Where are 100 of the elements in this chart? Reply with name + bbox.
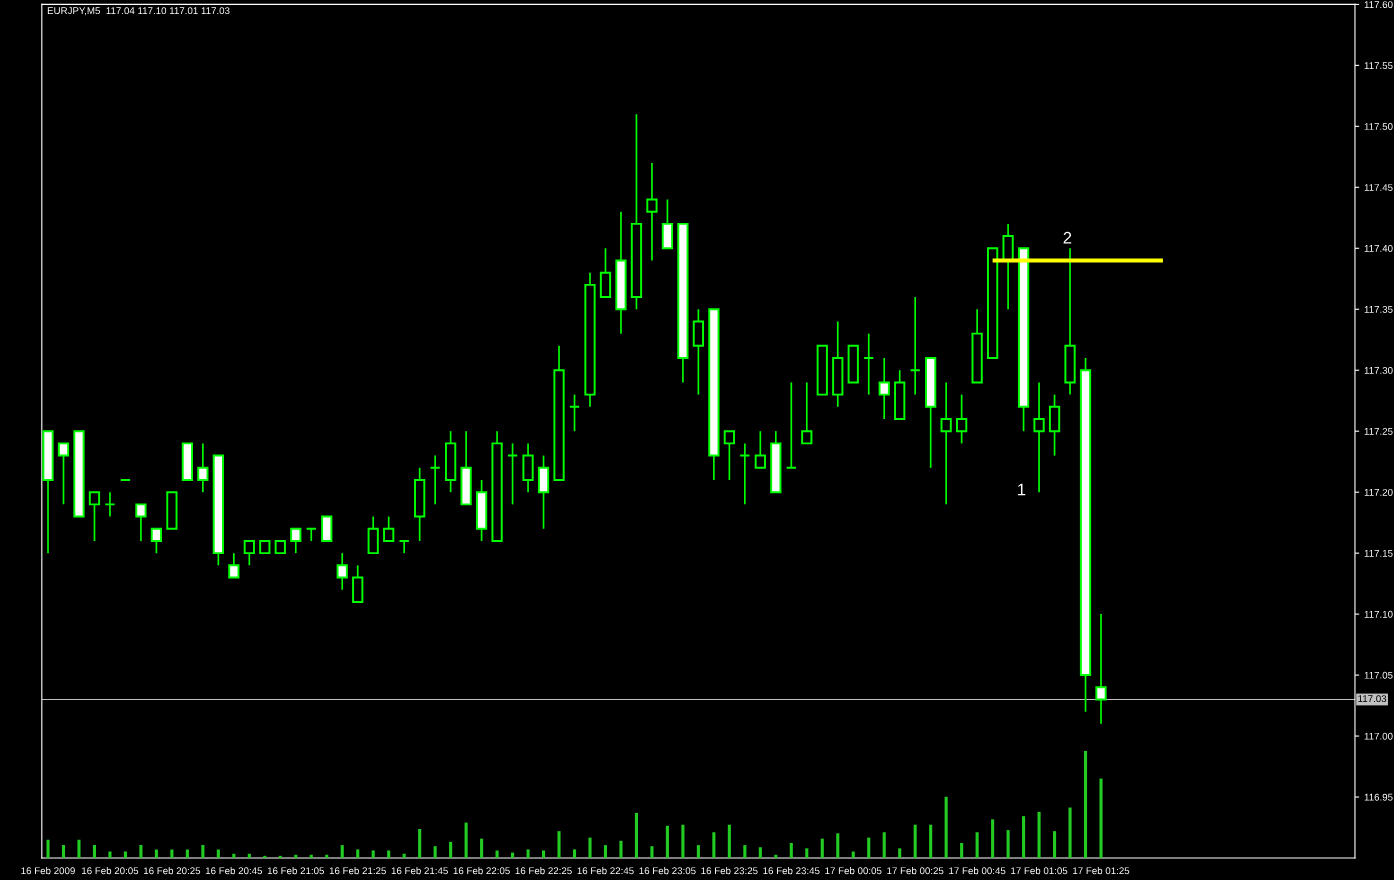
candlestick — [197, 442, 209, 494]
bar — [1037, 811, 1041, 858]
x-tick-label: 16 Feb 23:45 — [763, 867, 820, 875]
candlestick — [88, 491, 101, 542]
y-tick-label: 117.35 — [1364, 305, 1393, 313]
bar — [960, 842, 964, 858]
bar — [1053, 831, 1057, 858]
x-tick-label: 17 Feb 01:25 — [1073, 867, 1130, 875]
bar — [557, 831, 561, 858]
bar — [185, 849, 189, 858]
y-tick-label: 117.55 — [1364, 62, 1393, 69]
bar — [201, 845, 205, 858]
bar — [743, 845, 747, 858]
annotation: 2 — [1063, 231, 1072, 244]
bar — [1022, 816, 1026, 858]
bar — [820, 838, 824, 858]
x-tick-label: 16 Feb 23:25 — [701, 867, 758, 875]
candlestick — [135, 503, 147, 542]
bar — [1083, 750, 1088, 858]
y-tick-label: 117.10 — [1364, 610, 1393, 618]
bar — [418, 829, 422, 858]
candlestick — [150, 527, 163, 554]
bar — [588, 837, 592, 858]
chart-title: EURJPY,M5 117.04 117.10 117.01 117.03 — [47, 7, 230, 16]
bar — [696, 845, 700, 858]
bar — [247, 853, 251, 858]
bar — [665, 825, 669, 858]
y-tick-label: 117.45 — [1364, 184, 1393, 191]
bar — [309, 854, 313, 858]
x-tick-label: 17 Feb 00:45 — [949, 867, 1006, 875]
bar — [464, 822, 468, 858]
bar — [495, 850, 499, 858]
x-tick-label: 16 Feb 20:45 — [205, 867, 263, 875]
bar — [634, 812, 638, 858]
bar — [789, 842, 793, 858]
x-tick-label: 17 Feb 01:05 — [1011, 867, 1068, 875]
bar — [123, 851, 127, 858]
x-tick-label: 17 Feb 00:25 — [887, 867, 944, 875]
x-tick-label: 16 Feb 23:05 — [639, 867, 696, 875]
bar — [294, 854, 298, 858]
bar — [758, 847, 762, 858]
y-tick-label: 117.60 — [1364, 1, 1393, 9]
y-tick-label: 117.25 — [1364, 427, 1393, 435]
bar — [650, 846, 654, 858]
candlestick — [506, 442, 519, 506]
candlestick — [104, 491, 116, 518]
candlestick — [383, 515, 395, 542]
y-tick-label: 117.05 — [1364, 671, 1393, 679]
bar — [480, 838, 484, 858]
candlestick — [398, 539, 410, 554]
x-tick-label: 16 Feb 20:05 — [82, 867, 139, 875]
bar — [727, 824, 731, 858]
bar — [216, 849, 220, 858]
x-tick-label: 16 Feb 2009 — [21, 867, 75, 875]
candlestick — [1095, 613, 1107, 725]
candlestick — [863, 332, 875, 396]
bar — [371, 850, 375, 858]
candlestick — [878, 357, 890, 420]
candlestick — [723, 430, 735, 481]
bar — [1099, 778, 1103, 858]
bar — [325, 854, 329, 858]
bar — [975, 832, 979, 858]
y-tick-label: 117.50 — [1364, 123, 1393, 130]
x-tick-label: 16 Feb 21:05 — [267, 867, 325, 875]
bar — [1006, 830, 1010, 858]
bar — [929, 824, 933, 858]
annotation: 1 — [1018, 483, 1026, 496]
bar — [77, 839, 81, 858]
candlestick — [801, 381, 813, 445]
candlestick — [228, 552, 240, 579]
candlestick — [785, 381, 797, 469]
bar — [387, 850, 391, 858]
y-tick-label: 117.40 — [1364, 245, 1393, 252]
x-tick-label: 16 Feb 22:45 — [577, 867, 634, 875]
x-tick-label: 16 Feb 21:45 — [391, 867, 448, 875]
bar — [603, 845, 608, 858]
y-tick-label: 117.30 — [1364, 366, 1393, 374]
candlestick — [57, 442, 70, 506]
candlestick — [336, 552, 348, 591]
y-tick-label: 117.20 — [1364, 488, 1393, 496]
x-tick-label: 17 Feb 00:05 — [825, 867, 882, 875]
bar — [867, 837, 871, 858]
candlestick — [909, 296, 921, 396]
bar — [433, 846, 437, 858]
bar — [154, 849, 158, 858]
bar — [898, 848, 902, 858]
bar — [774, 854, 778, 858]
ref-line-label: 117.03 — [1358, 695, 1387, 703]
candlestick — [956, 393, 968, 445]
bar — [402, 853, 406, 858]
candlestick — [429, 454, 441, 506]
x-tick-label: 16 Feb 22:05 — [453, 867, 510, 875]
bar — [340, 845, 344, 858]
y-tick-label: 117.15 — [1364, 549, 1393, 557]
bar — [356, 849, 360, 858]
bar — [61, 845, 66, 858]
bar — [836, 833, 840, 858]
y-tick-label: 117.00 — [1364, 732, 1393, 740]
bar — [805, 848, 809, 858]
x-tick-label: 16 Feb 21:25 — [329, 867, 386, 875]
